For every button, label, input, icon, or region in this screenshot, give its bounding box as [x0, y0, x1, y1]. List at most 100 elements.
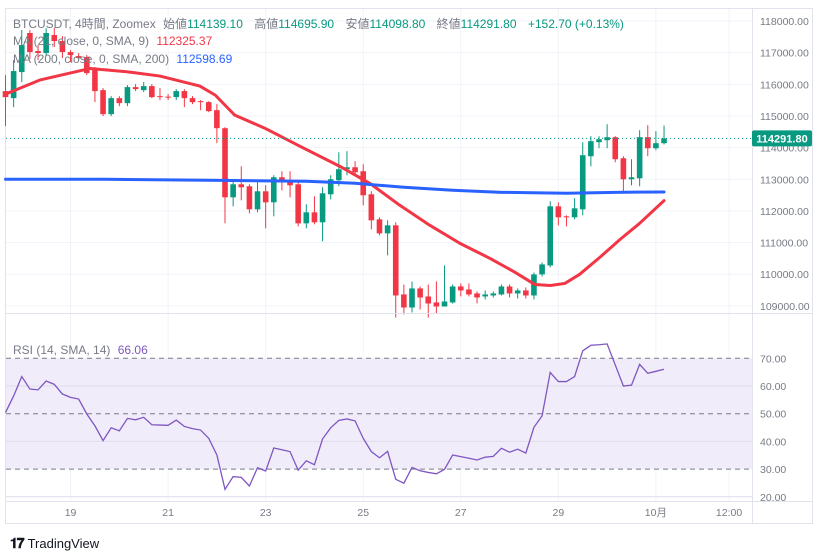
candle-up[interactable] — [547, 201, 554, 268]
candle-down[interactable] — [392, 222, 399, 318]
candle-up[interactable] — [10, 60, 17, 108]
candle-up[interactable] — [108, 96, 114, 117]
candle-up[interactable] — [254, 180, 261, 213]
candle-down[interactable] — [238, 166, 245, 201]
candle-up[interactable] — [636, 130, 643, 187]
candle-body — [474, 293, 480, 298]
candle-up[interactable] — [336, 152, 342, 187]
candle-body — [449, 286, 456, 303]
candle-down[interactable] — [132, 84, 139, 92]
candle-up[interactable] — [490, 291, 497, 298]
candle-up[interactable] — [661, 125, 667, 145]
candle-up[interactable] — [173, 89, 180, 101]
candle-down[interactable] — [165, 94, 171, 101]
candle-up[interactable] — [124, 85, 131, 107]
candle-up[interactable] — [571, 198, 578, 220]
candle-down[interactable] — [92, 67, 98, 103]
candle-down[interactable] — [425, 284, 432, 318]
candle-down[interactable] — [246, 184, 253, 214]
candle-up[interactable] — [43, 28, 49, 57]
candle-down[interactable] — [457, 283, 464, 297]
candle-up[interactable] — [384, 220, 391, 256]
candle-down[interactable] — [75, 53, 82, 61]
rsi-axis[interactable]: 70.00 60.00 50.00 40.00 30.00 20.00 — [760, 353, 786, 504]
candle-down[interactable] — [197, 100, 204, 111]
candle-up[interactable] — [140, 82, 147, 93]
time-tick-label: 29 — [552, 507, 564, 519]
candle-down[interactable] — [67, 50, 74, 63]
candle-up[interactable] — [449, 284, 456, 304]
rsi-legend[interactable]: RSI (14, SMA, 14) 66.06 — [13, 343, 152, 357]
rsi-pane[interactable] — [4, 343, 753, 498]
open-label: 始値 — [163, 17, 188, 31]
candle-up[interactable] — [628, 159, 635, 186]
candle-down[interactable] — [262, 185, 269, 229]
candle-down[interactable] — [644, 125, 651, 157]
candle-body — [417, 288, 423, 298]
candle-down[interactable] — [563, 215, 570, 227]
candle-down[interactable] — [401, 284, 407, 315]
candle-down[interactable] — [433, 281, 440, 314]
candle-up[interactable] — [441, 265, 448, 307]
candle-down[interactable] — [222, 127, 228, 224]
candle-up[interactable] — [482, 290, 488, 300]
candle-up[interactable] — [409, 281, 415, 313]
candle-body — [588, 141, 594, 157]
candle-down[interactable] — [352, 161, 358, 175]
candle-down[interactable] — [181, 89, 188, 108]
candle-down[interactable] — [35, 45, 41, 61]
candle-up[interactable] — [514, 288, 521, 299]
candle-down[interactable] — [100, 88, 106, 117]
candle-down[interactable] — [287, 171, 293, 198]
candle-body — [661, 138, 667, 144]
candle-down[interactable] — [612, 136, 619, 163]
candle-down[interactable] — [474, 291, 480, 304]
candle-down[interactable] — [376, 217, 383, 236]
candle-down[interactable] — [27, 30, 33, 60]
candle-down[interactable] — [84, 55, 90, 76]
candle-up[interactable] — [604, 124, 610, 149]
rsi-line[interactable] — [4, 343, 665, 491]
ma200-legend[interactable]: MA (200, close, 0, SMA, 200) 112598.69 — [13, 52, 236, 66]
candle-down[interactable] — [205, 101, 212, 113]
candle-down[interactable] — [51, 28, 58, 48]
ma21-line[interactable] — [4, 66, 666, 287]
time-axis[interactable]: 19 21 23 25 27 29 10月 12:00 — [65, 507, 743, 519]
candle-body — [27, 33, 33, 53]
ma21-legend[interactable]: MA (21, close, 0, SMA, 9) 112325.37 — [13, 34, 216, 48]
candle-up[interactable] — [653, 131, 659, 151]
candle-down[interactable] — [555, 202, 562, 226]
ma200-line[interactable] — [4, 177, 666, 195]
candle-down[interactable] — [189, 96, 196, 105]
candle-up[interactable] — [539, 262, 545, 277]
candle-body — [628, 177, 635, 180]
candle-up[interactable] — [18, 30, 25, 83]
candle-up[interactable] — [327, 175, 334, 200]
candle-down[interactable] — [620, 156, 627, 192]
candle-up[interactable] — [303, 204, 310, 229]
candle-up[interactable] — [498, 284, 505, 296]
candle-down[interactable] — [59, 36, 66, 59]
candle-up[interactable] — [230, 180, 236, 207]
candle-up[interactable] — [319, 187, 326, 242]
symbol-label[interactable]: BTCUSDT, 4時間, Zoomex — [13, 17, 156, 31]
candle-down[interactable] — [149, 84, 155, 99]
candle-down[interactable] — [116, 96, 123, 107]
candle-body — [523, 290, 529, 296]
candle-down[interactable] — [295, 182, 301, 227]
candle-down[interactable] — [417, 286, 423, 310]
candle-down[interactable] — [214, 104, 220, 144]
candle-body — [149, 86, 155, 98]
candle-up[interactable] — [579, 142, 586, 216]
candle-body — [547, 206, 554, 266]
candle-up[interactable] — [588, 136, 594, 167]
candle-down[interactable] — [523, 287, 529, 299]
candle-down[interactable] — [466, 283, 472, 297]
tradingview-brand[interactable]: 𝟏𝟕 TradingView — [10, 535, 99, 552]
candle-body — [336, 169, 342, 181]
candle-down[interactable] — [311, 196, 318, 225]
candle-down[interactable] — [368, 191, 375, 230]
candle-down[interactable] — [506, 284, 513, 298]
candle-down[interactable] — [157, 88, 163, 101]
